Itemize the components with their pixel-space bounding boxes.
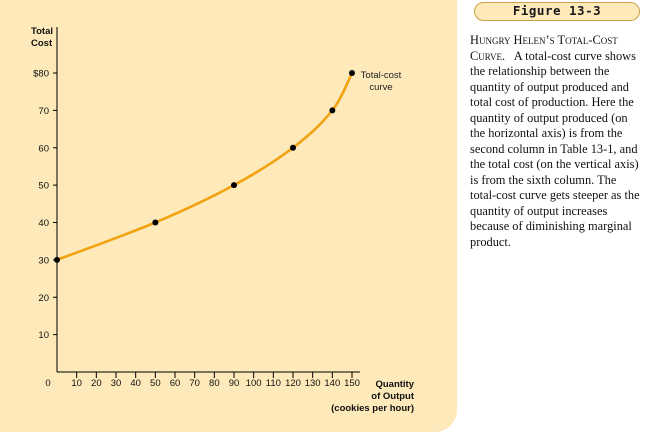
y-tick-label: 70	[38, 106, 49, 117]
curve-label: Total-cost	[361, 70, 402, 81]
y-axis-title: Cost	[31, 38, 53, 49]
x-axis-title: Quantity	[375, 379, 414, 390]
x-tick-label: 50	[150, 378, 161, 389]
x-tick-label: 40	[130, 378, 141, 389]
y-tick-label: $80	[33, 69, 49, 80]
x-tick-label: 140	[324, 378, 340, 389]
x-tick-label: 100	[246, 378, 262, 389]
y-axis-title: Total	[31, 26, 53, 37]
axes	[56, 27, 360, 373]
y-tick-label: 50	[38, 181, 49, 192]
figure-caption: Hungry Helen’s Total-Cost Curve. A total…	[470, 33, 642, 250]
x-tick-label: 120	[285, 378, 301, 389]
y-tick-label: 60	[38, 143, 49, 154]
curve-label: curve	[369, 82, 392, 93]
ticks: 10 20 30 40 50 60 70 $80 0 10 20 30 40 50 60 70 80 90 100 1…	[33, 69, 360, 390]
x-tick-label: 30	[111, 378, 122, 389]
data-point	[231, 182, 237, 189]
y-tick-label: 40	[38, 218, 49, 229]
figure-label: Figure 13-3	[474, 2, 640, 21]
caption-text: A total-cost curve shows the relationshi…	[470, 48, 640, 249]
data-points	[54, 70, 355, 263]
x-tick-label: 130	[305, 378, 321, 389]
data-point	[329, 107, 336, 114]
x-tick-label: 110	[266, 378, 281, 389]
x-tick-label: 0	[45, 378, 50, 389]
x-axis-title: (cookies per hour)	[331, 403, 414, 414]
caption-title: Hungry Helen’s Total-Cost Curve.	[470, 33, 618, 63]
x-tick-label: 70	[189, 378, 200, 389]
x-tick-label: 20	[91, 378, 102, 389]
curve-layer	[56, 72, 354, 262]
y-tick-label: 10	[38, 330, 49, 341]
y-tick-label: 20	[38, 293, 49, 304]
total-cost-curve	[56, 72, 354, 262]
data-point	[54, 256, 60, 263]
x-tick-label: 90	[229, 378, 240, 389]
total-cost-chart: 10 20 30 40 50 60 70 $80 0 10 20 30 40 50 60 70 80 90 100 1…	[31, 26, 415, 414]
x-tick-label: 10	[71, 378, 82, 389]
chart-panel: 10 20 30 40 50 60 70 $80 0 10 20 30 40 50 60 70 80 90 100 1…	[0, 0, 457, 432]
x-tick-label: 80	[209, 378, 220, 389]
y-tick-label: 30	[38, 255, 49, 266]
x-tick-label: 150	[344, 378, 360, 389]
x-axis-title: of Output	[371, 391, 415, 402]
data-point	[349, 70, 355, 76]
x-tick-label: 60	[170, 378, 181, 389]
data-point	[152, 219, 159, 226]
data-point	[290, 144, 296, 151]
